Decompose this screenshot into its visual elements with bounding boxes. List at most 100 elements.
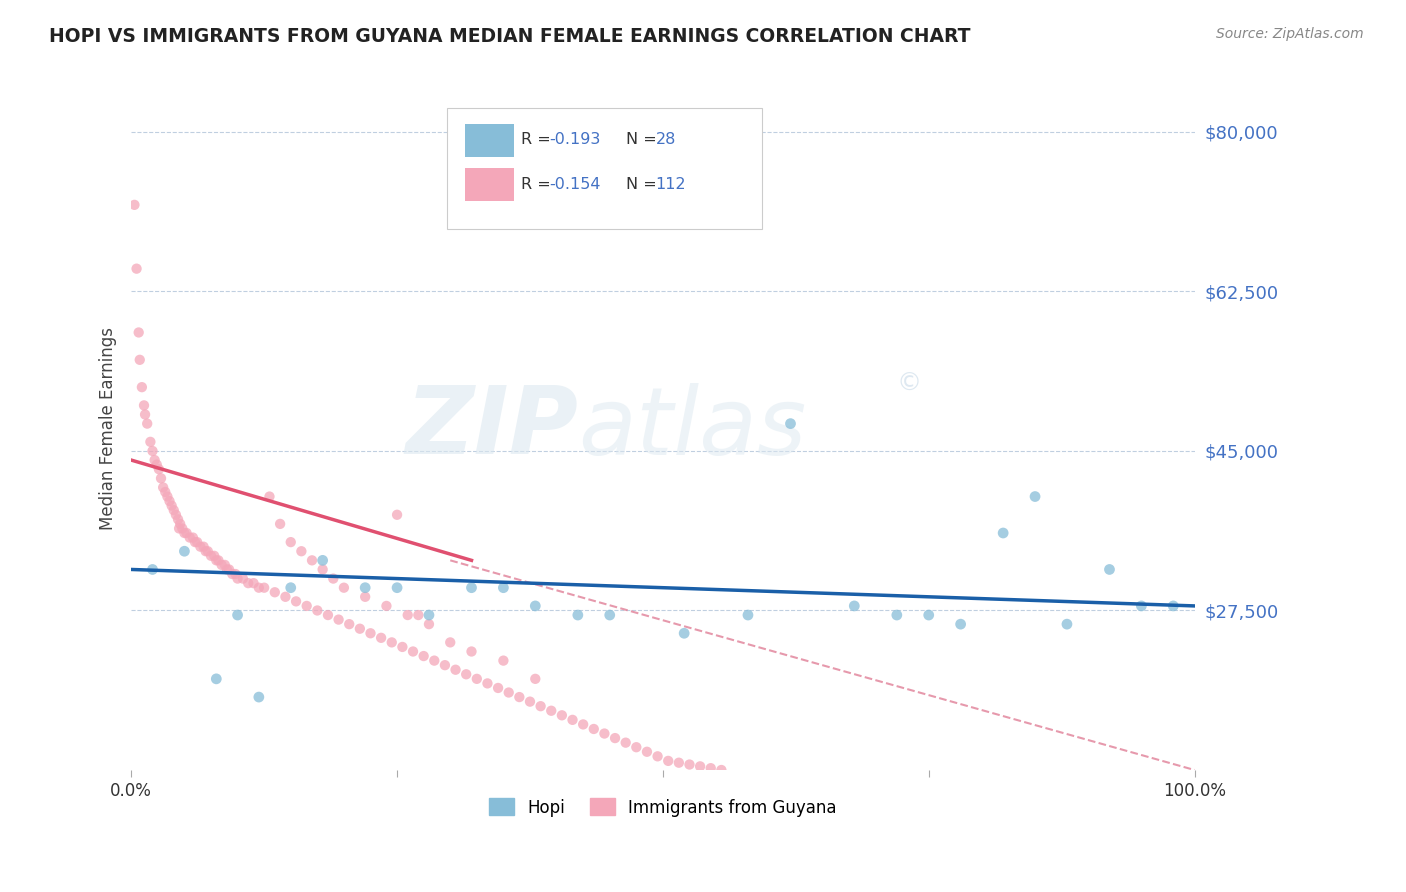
Point — [354, 581, 377, 595]
Point — [567, 608, 589, 623]
Point — [124, 198, 146, 212]
Point — [259, 490, 281, 504]
Point — [370, 631, 392, 645]
Point — [918, 608, 941, 623]
Point — [280, 535, 302, 549]
Point — [139, 434, 162, 449]
Point — [391, 640, 413, 654]
Point — [423, 654, 446, 668]
Text: R =: R = — [522, 132, 557, 147]
Point — [207, 553, 229, 567]
Point — [360, 626, 382, 640]
Point — [173, 544, 195, 558]
Point — [385, 581, 408, 595]
Point — [280, 581, 302, 595]
Point — [700, 761, 723, 775]
Point — [253, 581, 276, 595]
Point — [603, 731, 626, 745]
Point — [626, 740, 648, 755]
Point — [181, 531, 204, 545]
Point — [737, 608, 759, 623]
Point — [172, 521, 194, 535]
Point — [465, 672, 488, 686]
Text: 28: 28 — [655, 132, 676, 147]
Point — [1161, 599, 1184, 613]
FancyBboxPatch shape — [447, 108, 762, 228]
Point — [498, 685, 520, 699]
Point — [143, 453, 166, 467]
Point — [408, 608, 430, 623]
Point — [439, 635, 461, 649]
Point — [136, 417, 159, 431]
Point — [128, 326, 150, 340]
Point — [134, 408, 156, 422]
Text: -0.193: -0.193 — [550, 132, 600, 147]
Point — [433, 658, 456, 673]
Point — [337, 617, 360, 632]
Point — [991, 526, 1014, 541]
Point — [226, 608, 249, 623]
Point — [1098, 562, 1121, 576]
Point — [173, 526, 195, 541]
Point — [167, 512, 190, 526]
Point — [396, 608, 419, 623]
Text: -0.154: -0.154 — [550, 177, 600, 192]
Point — [242, 576, 264, 591]
Point — [150, 471, 173, 485]
Text: Source: ZipAtlas.com: Source: ZipAtlas.com — [1216, 27, 1364, 41]
FancyBboxPatch shape — [465, 169, 515, 202]
Point — [165, 508, 187, 522]
Point — [193, 540, 215, 554]
Point — [156, 490, 179, 504]
Point — [572, 717, 595, 731]
Point — [125, 261, 148, 276]
Text: N =: N = — [626, 177, 662, 192]
Point — [221, 567, 243, 582]
Point — [307, 603, 329, 617]
Point — [492, 654, 515, 668]
Point — [614, 736, 637, 750]
Point — [316, 608, 339, 623]
Point — [247, 690, 270, 704]
Point — [311, 562, 333, 576]
Point — [460, 644, 482, 658]
Point — [322, 572, 344, 586]
Point — [128, 352, 150, 367]
Point — [232, 572, 254, 586]
Point — [460, 581, 482, 595]
Point — [456, 667, 478, 681]
Point — [710, 763, 733, 777]
Point — [132, 398, 155, 412]
Point — [186, 535, 208, 549]
Text: atlas: atlas — [578, 383, 806, 474]
Point — [238, 576, 260, 591]
Point — [131, 380, 153, 394]
Point — [141, 562, 163, 576]
Point — [179, 531, 201, 545]
Y-axis label: Median Female Earnings: Median Female Earnings — [100, 326, 117, 530]
Point — [779, 417, 801, 431]
Point — [247, 581, 270, 595]
Legend: Hopi, Immigrants from Guyana: Hopi, Immigrants from Guyana — [482, 792, 844, 823]
Point — [689, 759, 711, 773]
Point — [295, 599, 318, 613]
Point — [197, 544, 219, 558]
Point — [551, 708, 574, 723]
Point — [593, 726, 616, 740]
Point — [657, 754, 679, 768]
Point — [205, 672, 228, 686]
Point — [524, 599, 547, 613]
Point — [285, 594, 308, 608]
Point — [1024, 490, 1046, 504]
Point — [176, 526, 198, 541]
Point — [194, 544, 217, 558]
Point — [202, 549, 225, 563]
Point — [290, 544, 312, 558]
Point — [263, 585, 285, 599]
Point — [402, 644, 425, 658]
Point — [274, 590, 297, 604]
Point — [673, 626, 696, 640]
Text: HOPI VS IMMIGRANTS FROM GUYANA MEDIAN FEMALE EARNINGS CORRELATION CHART: HOPI VS IMMIGRANTS FROM GUYANA MEDIAN FE… — [49, 27, 970, 45]
Point — [418, 617, 440, 632]
Point — [381, 635, 404, 649]
